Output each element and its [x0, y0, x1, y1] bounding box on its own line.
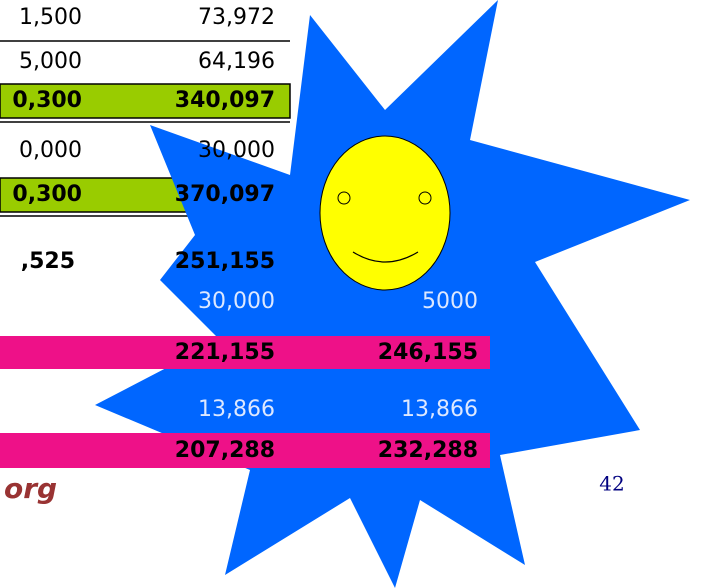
cell: 73,972 [198, 5, 275, 30]
cell: 13,866 [401, 397, 478, 422]
cell: 30,000 [198, 138, 275, 163]
cell: 246,155 [378, 340, 478, 365]
cell: 221,155 [175, 340, 275, 365]
cell: 30,000 [198, 289, 275, 314]
slide: 1,500 73,972 5,000 64,196 0,300 340,097 … [0, 0, 708, 588]
smiley [320, 136, 450, 290]
cell: 340,097 [175, 88, 275, 113]
cell: 232,288 [378, 438, 478, 463]
cell: 251,155 [175, 249, 275, 274]
cell: 0,000 [19, 138, 82, 163]
page: {"table": {"rows": [["1,500", "73,972"],… [0, 0, 708, 588]
cell: 0,300 [12, 88, 82, 113]
cell: 207,288 [175, 438, 275, 463]
cell: 0,300 [12, 182, 82, 207]
cell: 1,500 [19, 5, 82, 30]
cell: 5000 [422, 289, 478, 314]
cell: 13,866 [198, 397, 275, 422]
cell: 5,000 [19, 49, 82, 74]
page-number: 42 [599, 472, 624, 496]
cell: 64,196 [198, 49, 275, 74]
site-name: org [4, 472, 57, 505]
cell: ,525 [21, 249, 75, 274]
cell: 370,097 [175, 182, 275, 207]
